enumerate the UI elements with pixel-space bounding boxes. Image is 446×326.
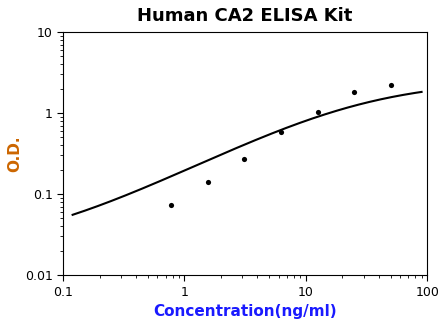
Point	[277, 130, 285, 135]
X-axis label: Concentration(ng/ml): Concentration(ng/ml)	[153, 304, 337, 319]
Point	[387, 83, 394, 88]
Point	[168, 202, 175, 208]
Point	[314, 110, 321, 115]
Y-axis label: O.D.: O.D.	[7, 135, 22, 172]
Title: Human CA2 ELISA Kit: Human CA2 ELISA Kit	[137, 7, 353, 25]
Point	[204, 180, 211, 185]
Point	[241, 156, 248, 162]
Point	[351, 90, 358, 95]
